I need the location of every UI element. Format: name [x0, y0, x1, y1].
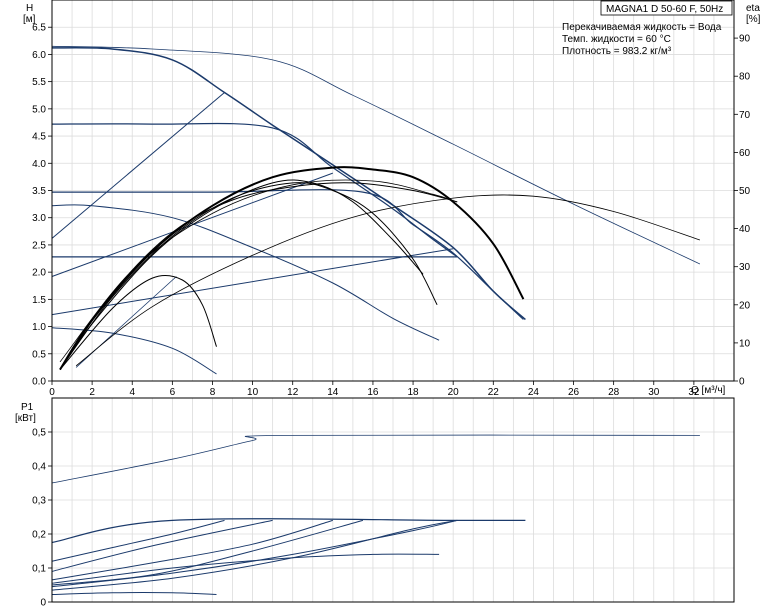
y2-axis-label-eta: eta — [746, 3, 760, 14]
y2-tick-label: 20 — [739, 300, 751, 311]
title-box — [600, 0, 733, 16]
x-tick-label: 18 — [407, 387, 419, 398]
y2-tick-label: 10 — [739, 338, 751, 349]
y-tick-label: 2.5 — [32, 240, 46, 251]
system-curve-7 — [51, 92, 225, 239]
x-tick-label: 28 — [608, 387, 620, 398]
power-curve-9 — [51, 592, 217, 595]
y2-tick-label: 50 — [739, 186, 751, 197]
y-axis-unit-h: [м] — [23, 14, 36, 25]
power-curve-3 — [51, 519, 273, 572]
efficiency-curve-15 — [59, 182, 458, 370]
y-tick-label: 3.0 — [32, 213, 46, 224]
efficiency-curve-16 — [59, 179, 458, 363]
power-curve-7 — [51, 519, 458, 588]
y-tick-label: 0.0 — [32, 377, 46, 388]
power-curve-0 — [51, 434, 700, 484]
x-axis-label-q: Q [м³/ч] — [691, 385, 726, 396]
x-tick-label: 0 — [49, 387, 55, 398]
chart-title: MAGNA1 D 50-60 F, 50Hz — [606, 4, 723, 15]
top-panel-grid — [52, 0, 734, 381]
power-curve-2 — [51, 519, 225, 562]
y-tick-label: 6.0 — [32, 50, 46, 61]
bottom-panel-curves — [51, 434, 700, 595]
y-tick-label: 1.0 — [32, 322, 46, 333]
y-axis-unit-p1: [кВт] — [15, 413, 36, 424]
x-tick-label: 10 — [247, 387, 259, 398]
y-tick-label: 2.0 — [32, 268, 46, 279]
axes-frame — [48, 0, 738, 603]
power-curve-5 — [51, 519, 364, 586]
x-tick-label: 22 — [488, 387, 500, 398]
power-curve-8 — [51, 553, 440, 584]
top-panel-curves — [51, 45, 701, 375]
head-curve-1 — [51, 122, 458, 258]
x-tick-label: 14 — [327, 387, 339, 398]
y-tick-label: 4.0 — [32, 159, 46, 170]
bottom-panel-grid — [52, 398, 734, 602]
y-tick-label: 6.5 — [32, 23, 46, 34]
y-tick-label: 3.5 — [32, 186, 46, 197]
efficiency-curve-14 — [59, 274, 217, 370]
head-curve-0 — [51, 47, 526, 321]
y2-axis-unit-eta: [%] — [746, 14, 761, 25]
efficiency-curve-13 — [59, 179, 424, 370]
tick-labels: 0 2 4 6 8 10 12 14 16 18 20 22 24 26 28 30 320.00.51.01.… — [32, 23, 750, 609]
y-axis-label-h: H — [26, 3, 33, 14]
power-curve-1 — [51, 518, 526, 544]
p1-tick-label: 0,4 — [32, 462, 46, 473]
x-tick-label: 30 — [648, 387, 660, 398]
y2-tick-label: 60 — [739, 148, 751, 159]
y-axis-label-p1: P1 — [21, 402, 34, 413]
y-tick-label: 5.5 — [32, 77, 46, 88]
y2-tick-label: 30 — [739, 262, 751, 273]
x-tick-label: 20 — [448, 387, 460, 398]
x-tick-label: 4 — [129, 387, 135, 398]
y2-tick-label: 80 — [739, 72, 751, 83]
head-curve-5 — [51, 327, 217, 375]
x-tick-label: 32 — [688, 387, 700, 398]
info-fluid: Перекачиваемая жидкость = Вода — [562, 22, 722, 33]
p1-tick-label: 0 — [40, 598, 46, 609]
y-tick-label: 5.0 — [32, 104, 46, 115]
x-tick-label: 2 — [89, 387, 95, 398]
power-curve-4 — [51, 519, 333, 581]
head-curve-2 — [52, 189, 524, 320]
head-curve-4 — [51, 204, 440, 341]
x-tick-label: 6 — [170, 387, 176, 398]
x-tick-label: 8 — [210, 387, 216, 398]
y-tick-label: 0.5 — [32, 349, 46, 360]
system-curve-9 — [51, 248, 454, 316]
y-tick-label: 1.5 — [32, 295, 46, 306]
p1-tick-label: 0,2 — [32, 530, 46, 541]
efficiency-curve-17 — [75, 194, 701, 367]
x-tick-label: 26 — [568, 387, 580, 398]
p1-tick-label: 0,3 — [32, 496, 46, 507]
y2-tick-label: 40 — [739, 224, 751, 235]
efficiency-curve-11 — [59, 166, 525, 371]
p1-tick-label: 0,1 — [32, 564, 46, 575]
y2-tick-label: 70 — [739, 110, 751, 121]
x-tick-label: 24 — [528, 387, 540, 398]
p1-tick-label: 0,5 — [32, 428, 46, 439]
y2-tick-label: 90 — [739, 34, 751, 45]
head-curve-6 — [51, 45, 701, 265]
power-curve-6 — [51, 519, 458, 591]
x-tick-label: 16 — [367, 387, 379, 398]
efficiency-curve-12 — [59, 182, 438, 370]
info-temperature: Темп. жидкости = 60 °C — [562, 34, 671, 45]
info-density: Плотность = 983.2 кг/м³ — [562, 46, 672, 57]
y-tick-label: 4.5 — [32, 132, 46, 143]
y2-tick-label: 0 — [739, 377, 745, 388]
x-tick-label: 12 — [287, 387, 299, 398]
